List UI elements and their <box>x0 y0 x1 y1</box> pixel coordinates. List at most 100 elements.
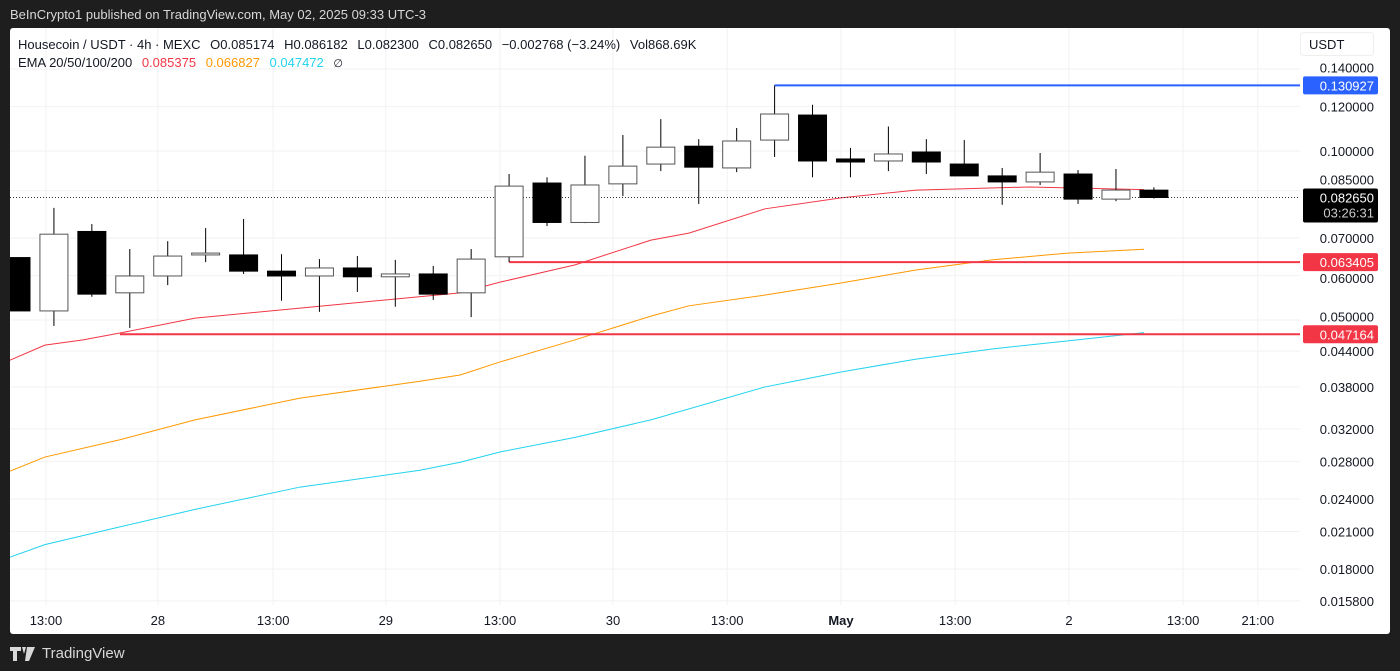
candle[interactable] <box>380 259 410 307</box>
candle[interactable] <box>304 259 334 312</box>
candle-body <box>77 230 107 295</box>
candle[interactable] <box>911 139 941 175</box>
open-value: O0.085174 <box>210 37 275 52</box>
candle[interactable] <box>115 249 145 328</box>
candle[interactable] <box>646 119 676 172</box>
candle-body <box>760 113 790 141</box>
y-tick-label: 0.028000 <box>1320 454 1374 469</box>
x-tick-label: 30 <box>606 613 620 628</box>
level-price-badge <box>1303 253 1378 272</box>
level-price-badge <box>1303 76 1378 95</box>
candle-body <box>1063 173 1093 200</box>
candle[interactable] <box>191 228 221 263</box>
y-tick-label: 0.044000 <box>1320 344 1374 359</box>
candle[interactable] <box>722 128 752 173</box>
x-tick-label: May <box>828 613 854 628</box>
candle[interactable] <box>873 126 903 172</box>
candle[interactable] <box>684 139 714 204</box>
chart-panel[interactable]: 13:00 28 13:00 29 13:00 30 13:00 May 13:00 2 13:00… <box>10 28 1390 634</box>
candle-body <box>342 267 372 278</box>
ema-line-ema50 <box>10 248 1145 472</box>
y-tick-label: 0.021000 <box>1320 525 1374 540</box>
ema-label[interactable]: EMA 20/50/100/200 <box>18 55 133 70</box>
candle-body <box>418 273 448 295</box>
candle[interactable] <box>1025 152 1055 185</box>
close-value: C0.082650 <box>428 37 493 52</box>
candle-body <box>1139 189 1169 198</box>
y-tick-label: 0.085000 <box>1320 172 1374 187</box>
candle-body <box>1025 171 1055 183</box>
ema-line-ema100 <box>10 332 1145 558</box>
candle-body <box>115 275 145 294</box>
candle[interactable] <box>418 266 448 300</box>
low-value: L0.082300 <box>357 37 419 52</box>
currency-button[interactable]: USDT <box>1300 32 1374 56</box>
candle-body <box>570 184 600 223</box>
candle-body <box>835 158 865 163</box>
candle[interactable] <box>608 134 638 197</box>
candle[interactable] <box>10 257 31 312</box>
y-tick-label: 0.060000 <box>1320 271 1374 286</box>
candle-body <box>646 146 676 165</box>
candle-body <box>191 252 221 256</box>
level-price-label: 0.130927 <box>1320 78 1374 93</box>
ema100-value: 0.047472 <box>269 55 324 70</box>
candle-body <box>911 151 941 163</box>
candle[interactable] <box>570 155 600 224</box>
candle[interactable] <box>153 241 183 286</box>
candle-body <box>722 140 752 169</box>
ema-line-ema20 <box>10 186 1145 361</box>
x-tick-label: 13:00 <box>257 613 290 628</box>
candle-body <box>153 255 183 277</box>
candle[interactable] <box>39 207 69 326</box>
candle[interactable] <box>949 140 979 177</box>
chart-legend: Housecoin / USDT · 4h · MEXC O0.085174 H… <box>18 36 702 73</box>
level-price-label: 0.063405 <box>1320 255 1374 270</box>
change-value: −0.002768 (−3.24%) <box>501 37 621 52</box>
y-tick-label: 0.018000 <box>1320 562 1374 577</box>
candle-body <box>380 273 410 278</box>
y-tick-label: 0.100000 <box>1320 144 1374 159</box>
candle[interactable] <box>1139 187 1169 199</box>
y-tick-label: 0.032000 <box>1320 422 1374 437</box>
candle-body <box>494 185 524 258</box>
candle[interactable] <box>342 256 372 292</box>
candle-body <box>39 233 69 312</box>
candle-body <box>798 114 828 162</box>
symbol-label[interactable]: Housecoin / USDT · 4h · MEXC <box>18 37 201 52</box>
last-price-label: 0.082650 <box>1320 190 1374 205</box>
candle[interactable] <box>835 147 865 178</box>
candle[interactable] <box>532 177 562 227</box>
candle-body <box>608 165 638 185</box>
candlestick-chart[interactable]: 13:00 28 13:00 29 13:00 30 13:00 May 13:00 2 13:00… <box>10 28 1390 634</box>
candle[interactable] <box>1101 168 1131 202</box>
candle-body <box>684 145 714 168</box>
candle[interactable] <box>229 218 259 274</box>
publisher-line: BeInCrypto1 published on TradingView.com… <box>10 7 426 22</box>
candle[interactable] <box>987 167 1017 205</box>
x-tick-label: 21:00 <box>1242 613 1275 628</box>
x-tick-label: 29 <box>379 613 393 628</box>
candle[interactable] <box>1063 170 1093 204</box>
candle-body <box>532 182 562 223</box>
y-tick-label: 0.070000 <box>1320 231 1374 246</box>
high-value: H0.086182 <box>284 37 348 52</box>
candle[interactable] <box>77 224 107 297</box>
level-price-badge <box>1303 325 1378 344</box>
volume-value: Vol868.69K <box>629 37 697 52</box>
x-tick-label: 28 <box>151 613 165 628</box>
x-tick-label: 13:00 <box>939 613 972 628</box>
candle-body <box>1101 189 1131 200</box>
x-tick-label: 13:00 <box>1167 613 1200 628</box>
candle-body <box>267 270 297 277</box>
ema50-value: 0.066827 <box>205 55 260 70</box>
candle[interactable] <box>494 174 524 263</box>
candle[interactable] <box>456 249 486 318</box>
candle[interactable] <box>267 254 297 301</box>
y-tick-label: 0.015800 <box>1320 594 1374 609</box>
candle-body <box>456 258 486 294</box>
y-tick-label: 0.038000 <box>1320 380 1374 395</box>
candle[interactable] <box>798 104 828 178</box>
candle[interactable] <box>760 85 790 157</box>
last-price-badge <box>1303 188 1378 223</box>
